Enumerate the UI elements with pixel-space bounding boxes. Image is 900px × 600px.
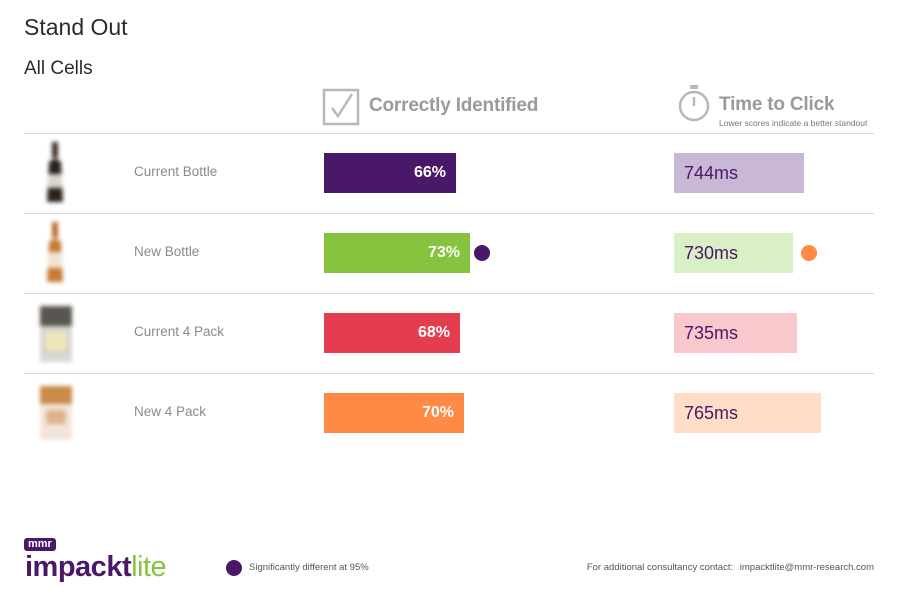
box-time-current-4-pack: 735ms xyxy=(674,313,797,353)
row-label-new-bottle: New Bottle xyxy=(134,244,200,259)
contact-email[interactable]: impacktlite@mmr-research.com xyxy=(739,562,874,573)
row-divider xyxy=(24,213,874,214)
stopwatch-icon xyxy=(678,85,710,122)
box-time-new-bottle: 730ms xyxy=(674,233,793,273)
time-label: 744ms xyxy=(684,163,739,183)
mmr-logo: mmr xyxy=(24,538,56,551)
time-label: 730ms xyxy=(684,243,739,263)
legend-text: Significantly different at 95% xyxy=(249,562,369,573)
impacktlite-logo: impacktlite xyxy=(25,550,167,584)
new-bottle-image xyxy=(47,222,63,282)
box-time-new-4-pack: 765ms xyxy=(674,393,821,433)
row-label-current-bottle: Current Bottle xyxy=(134,164,218,179)
contact-info: For additional consultancy contact: impa… xyxy=(587,562,874,573)
column-header-time: Time to Click Lower scores indicate a be… xyxy=(677,84,867,128)
row-divider xyxy=(24,133,874,134)
bar-label: 66% xyxy=(413,164,446,181)
logo-part-impackt: impackt xyxy=(25,551,132,583)
column-label-correct: Correctly Identified xyxy=(369,95,539,116)
column-label-time: Time to Click xyxy=(719,94,835,115)
row-divider xyxy=(24,373,874,374)
row-label-current-4-pack: Current 4 Pack xyxy=(134,324,225,339)
time-label: 735ms xyxy=(684,323,739,343)
time-label: 765ms xyxy=(684,403,739,423)
column-header-correct: Correctly Identified xyxy=(322,88,538,126)
significance-dot-time xyxy=(801,245,817,261)
current-bottle-image xyxy=(47,142,63,202)
page-title: Stand Out xyxy=(24,14,128,40)
checkbox-icon xyxy=(322,88,360,126)
logo-part-lite: lite xyxy=(131,551,167,583)
bar-correct-new-bottle: 73% xyxy=(324,233,470,273)
bar-correct-current-4-pack: 68% xyxy=(324,313,460,353)
column-note-time: Lower scores indicate a better standout xyxy=(719,118,868,128)
new-4-pack-image xyxy=(40,386,72,440)
row-label-new-4-pack: New 4 Pack xyxy=(134,404,207,419)
legend-dot xyxy=(226,560,242,576)
bar-label: 73% xyxy=(427,244,460,261)
contact-label: For additional consultancy contact: xyxy=(586,562,734,573)
bar-label: 68% xyxy=(417,324,450,341)
current-4-pack-image xyxy=(40,306,72,362)
bar-correct-current-bottle: 66% xyxy=(324,153,456,193)
page-subtitle: All Cells xyxy=(24,58,93,79)
bar-correct-new-4-pack: 70% xyxy=(324,393,464,433)
row-divider xyxy=(24,293,874,294)
significance-dot-correct xyxy=(474,245,490,261)
box-time-current-bottle: 744ms xyxy=(674,153,805,193)
bar-label: 70% xyxy=(421,404,454,421)
